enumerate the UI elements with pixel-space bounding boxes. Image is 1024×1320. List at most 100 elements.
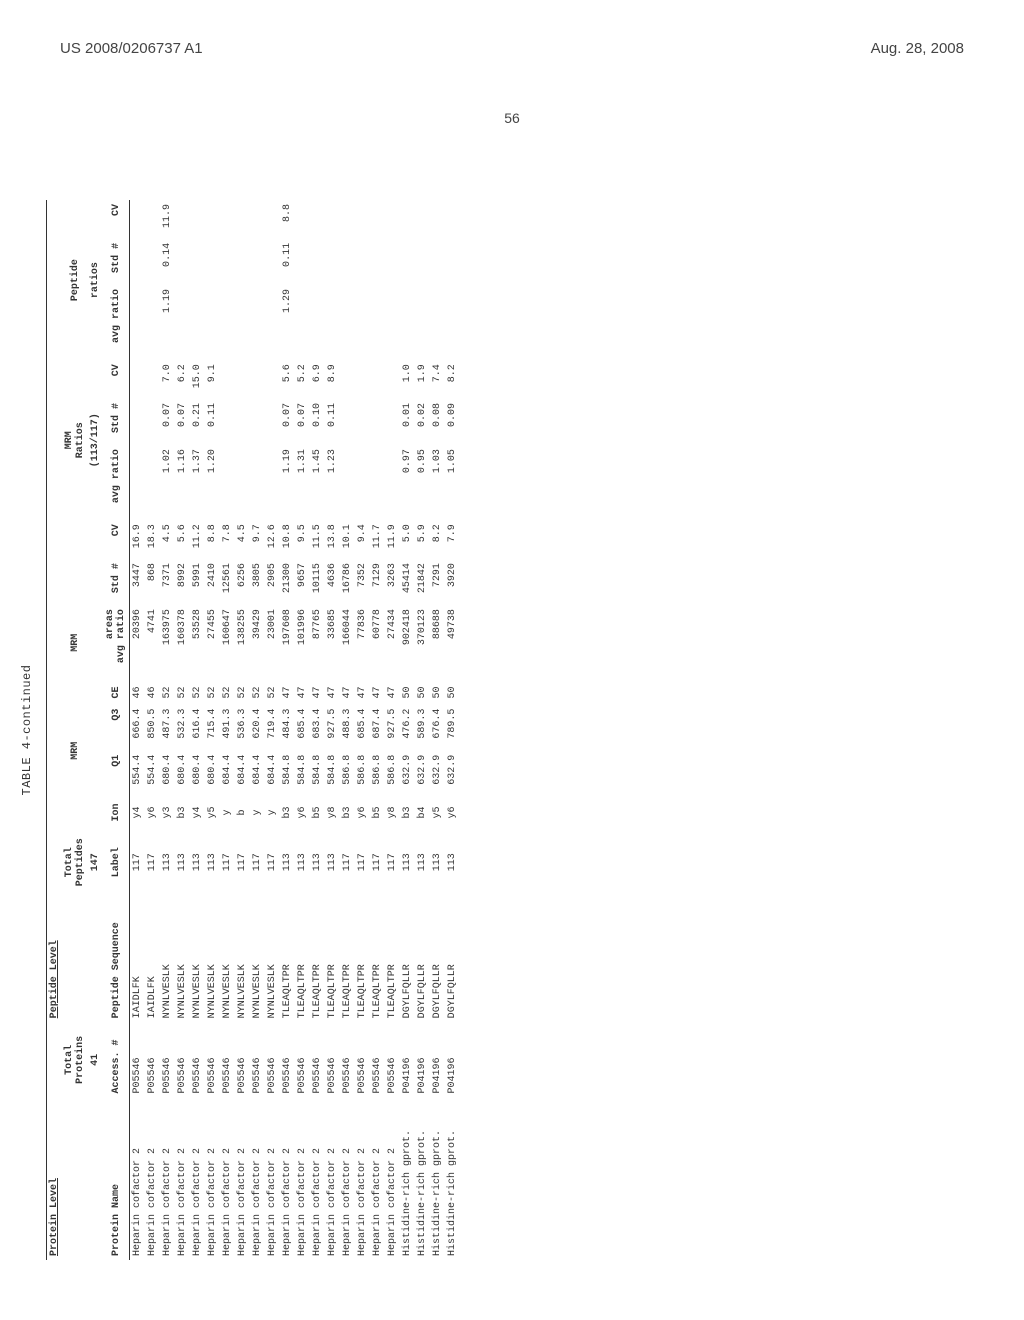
cell: TLEAQLTPR: [385, 896, 400, 1022]
table-row: Heparin cofactor 2P05546NYNLVESLK113y468…: [190, 200, 205, 1260]
cell: [400, 285, 415, 360]
cell: TLEAQLTPR: [325, 896, 340, 1022]
cell: 0.02: [415, 399, 430, 445]
cell: [130, 239, 146, 285]
cell: 7.9: [445, 520, 460, 559]
cell: 632.9: [445, 751, 460, 797]
cell: 685.4: [295, 705, 310, 751]
cell: 113: [445, 828, 460, 896]
cell: 117: [130, 828, 146, 896]
cell: 113: [415, 828, 430, 896]
table-row: Heparin cofactor 2P05546NYNLVESLK117b684…: [235, 200, 250, 1260]
cell: [310, 200, 325, 239]
cell: Histidine-rich gprot.: [430, 1098, 445, 1261]
cell: 5.9: [415, 520, 430, 559]
cell: [190, 200, 205, 239]
header-right: Aug. 28, 2008: [871, 40, 964, 57]
cell: Histidine-rich gprot.: [415, 1098, 430, 1261]
cell: Heparin cofactor 2: [250, 1098, 265, 1261]
cell: [310, 239, 325, 285]
cell: y6: [445, 797, 460, 829]
cell: TLEAQLTPR: [340, 896, 355, 1022]
cell: 21300: [280, 559, 295, 605]
cell: 586.8: [370, 751, 385, 797]
cell: [250, 285, 265, 360]
cell: [220, 360, 235, 399]
col-avg2: avg ratio: [103, 445, 130, 520]
cell: b3: [400, 797, 415, 829]
cell: 5.2: [295, 360, 310, 399]
cell: DGYLFQLLR: [415, 896, 430, 1022]
cell: NYNLVESLK: [190, 896, 205, 1022]
cell: 6.9: [310, 360, 325, 399]
cell: 584.8: [325, 751, 340, 797]
cell: 7371: [160, 559, 175, 605]
cell: 0.01: [400, 399, 415, 445]
cell: 680.4: [175, 751, 190, 797]
cell: y: [250, 797, 265, 829]
cell: 902418: [400, 605, 415, 680]
cell: P05546: [355, 1022, 370, 1097]
cell: Heparin cofactor 2: [130, 1098, 146, 1261]
cell: 1.05: [445, 445, 460, 520]
cell: [415, 200, 430, 239]
cell: 2905: [265, 559, 280, 605]
cell: [130, 200, 146, 239]
cell: 18.3: [145, 520, 160, 559]
cell: Heparin cofactor 2: [265, 1098, 280, 1261]
cell: [370, 285, 385, 360]
cell: 7291: [430, 559, 445, 605]
cell: P05546: [325, 1022, 340, 1097]
cell: 0.11: [280, 239, 295, 285]
cell: 4.5: [235, 520, 250, 559]
cell: 676.4: [430, 705, 445, 751]
table-row: Heparin cofactor 2P05546TLEAQLTPR117y858…: [385, 200, 400, 1260]
cell: P05546: [160, 1022, 175, 1097]
cell: [385, 239, 400, 285]
cell: b3: [175, 797, 190, 829]
cell: 46: [145, 680, 160, 704]
cell: [220, 239, 235, 285]
table-row: Heparin cofactor 2P05546TLEAQLTPR113y658…: [295, 200, 310, 1260]
cell: [295, 239, 310, 285]
cell: 52: [250, 680, 265, 704]
cell: 684.4: [220, 751, 235, 797]
cell: [430, 285, 445, 360]
cell: Heparin cofactor 2: [385, 1098, 400, 1261]
col-blank4: [62, 680, 88, 704]
cell: [145, 285, 160, 360]
cell: 0.11: [325, 399, 340, 445]
cell: 4741: [145, 605, 160, 680]
cell: P05546: [385, 1022, 400, 1097]
cell: Heparin cofactor 2: [175, 1098, 190, 1261]
cell: [445, 239, 460, 285]
cell: 50: [400, 680, 415, 704]
cell: 8.9: [325, 360, 340, 399]
cell: 719.4: [265, 705, 280, 751]
cell: 9.7: [250, 520, 265, 559]
cell: 27434: [385, 605, 400, 680]
cell: y8: [325, 797, 340, 829]
cell: [130, 360, 146, 399]
cell: 47: [325, 680, 340, 704]
cell: [325, 200, 340, 239]
cell: 8992: [175, 559, 190, 605]
cell: 117: [265, 828, 280, 896]
cell: y6: [355, 797, 370, 829]
cell: [385, 200, 400, 239]
cell: 9657: [295, 559, 310, 605]
cell: 117: [385, 828, 400, 896]
cell: 52: [220, 680, 235, 704]
cell: 9.1: [205, 360, 220, 399]
cell: P05546: [130, 1022, 146, 1097]
table-row: Heparin cofactor 2P05546NYNLVESLK117y684…: [220, 200, 235, 1260]
cell: P05546: [340, 1022, 355, 1097]
cell: 46: [130, 680, 146, 704]
cell: b4: [415, 797, 430, 829]
cell: 20396: [130, 605, 146, 680]
cell: 113: [295, 828, 310, 896]
cell: P04196: [430, 1022, 445, 1097]
cell: 60778: [370, 605, 385, 680]
cell: 680.4: [190, 751, 205, 797]
section-protein-level: Protein Level: [47, 1022, 63, 1260]
